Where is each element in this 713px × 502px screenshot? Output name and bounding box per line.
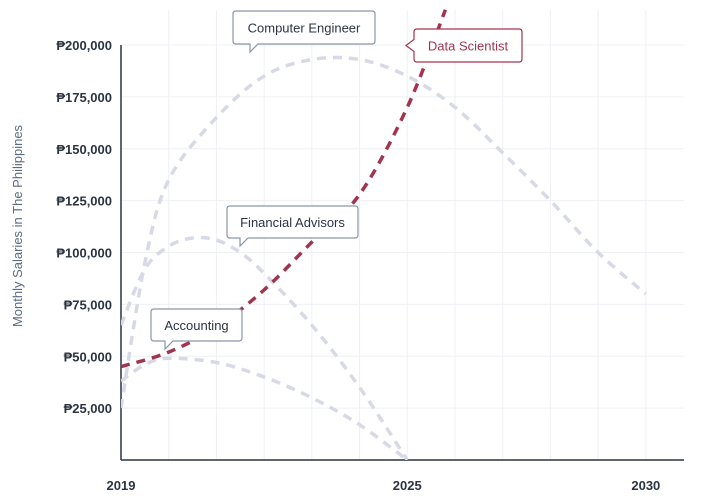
callout-box bbox=[226, 205, 359, 248]
series-line-computer-engineer bbox=[121, 55, 647, 409]
callout-label: Computer Engineer bbox=[248, 21, 361, 36]
callout-financial-advisors: Financial Advisors bbox=[226, 205, 359, 248]
x-tick-label: 2019 bbox=[107, 478, 136, 493]
y-tick-label: ₱100,000 bbox=[56, 246, 112, 261]
callout-box bbox=[150, 308, 243, 351]
y-tick-label: ₱150,000 bbox=[56, 142, 112, 157]
series-line-financial-advisors bbox=[121, 235, 409, 460]
y-tick-label: ₱125,000 bbox=[56, 194, 112, 209]
series-layer bbox=[121, 9, 647, 460]
callout-data-scientist: Data Scientist bbox=[405, 28, 523, 63]
y-tick-label: ₱50,000 bbox=[64, 349, 112, 364]
y-tick-label: ₱175,000 bbox=[56, 90, 112, 105]
callout-box bbox=[405, 28, 523, 63]
y-tick-label: ₱25,000 bbox=[64, 401, 112, 416]
callout-box bbox=[232, 10, 376, 54]
callout-label: Financial Advisors bbox=[240, 215, 345, 230]
tick-labels: ₱25,000 ₱50,000 ₱75,000 ₱100,000 ₱125,000 ₱15… bbox=[56, 38, 660, 493]
callout-computer-engineer: Computer Engineer bbox=[232, 10, 376, 54]
callouts: Computer Engineer Data Scientist Financial… bbox=[150, 10, 523, 351]
y-axis-label: Monthly Salaries in The Philippines bbox=[10, 124, 25, 327]
x-tick-label: 2025 bbox=[393, 478, 422, 493]
grid-lines bbox=[121, 10, 684, 460]
callout-label: Data Scientist bbox=[428, 39, 509, 54]
y-tick-label: ₱75,000 bbox=[64, 297, 112, 312]
callout-label: Accounting bbox=[164, 318, 228, 333]
callout-accounting: Accounting bbox=[150, 308, 243, 351]
axes bbox=[120, 45, 684, 461]
y-tick-label: ₱200,000 bbox=[56, 38, 112, 53]
x-tick-label: 2030 bbox=[631, 478, 660, 493]
